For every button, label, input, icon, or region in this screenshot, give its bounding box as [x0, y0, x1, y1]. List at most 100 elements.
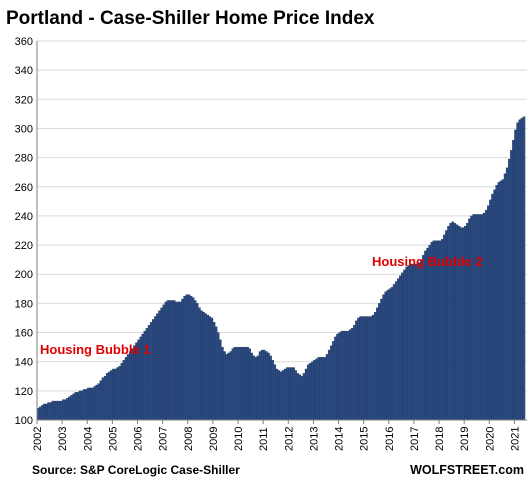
- bar: [164, 301, 168, 421]
- bar: [195, 303, 199, 421]
- bar: [265, 351, 268, 421]
- chart-title: Portland - Case-Shiller Home Price Index: [6, 8, 375, 29]
- bar: [118, 365, 122, 421]
- bar: [59, 400, 63, 421]
- bar: [394, 281, 398, 421]
- bar: [489, 199, 492, 421]
- bar: [108, 371, 111, 421]
- y-tick-label: 180: [15, 298, 33, 310]
- bar: [507, 158, 511, 421]
- bar: [99, 380, 103, 421]
- bar: [208, 316, 212, 421]
- bar: [480, 214, 484, 421]
- bar: [105, 373, 109, 421]
- bar: [518, 119, 522, 421]
- bar: [57, 400, 61, 421]
- bar: [200, 310, 203, 421]
- x-tick-label: 2018: [434, 427, 446, 451]
- bar: [93, 386, 96, 421]
- y-tick-label: 120: [15, 386, 33, 398]
- bar: [399, 275, 402, 421]
- x-tick-label: 2007: [158, 427, 170, 451]
- bar: [283, 368, 287, 421]
- bar: [221, 346, 224, 421]
- bar: [244, 346, 247, 421]
- y-axis-ticks: 100 120 140 160 180 200 220 240 260 280 300 320 340 3…: [15, 36, 33, 427]
- bar: [321, 357, 325, 421]
- bar: [338, 332, 341, 421]
- bar: [363, 316, 367, 421]
- bar: [315, 358, 318, 421]
- bar: [300, 376, 304, 421]
- bar: [332, 341, 335, 421]
- bar: [478, 214, 482, 421]
- bar: [172, 300, 176, 421]
- bar: [78, 390, 82, 421]
- y-tick-label: 160: [15, 328, 33, 340]
- x-tick-label: 2002: [32, 427, 44, 451]
- bar: [304, 368, 308, 421]
- bar: [392, 284, 396, 421]
- x-tick-label: 2017: [409, 427, 421, 451]
- bar: [491, 193, 494, 421]
- y-tick-label: 300: [15, 123, 33, 135]
- bar: [216, 332, 220, 421]
- bar: [493, 189, 496, 421]
- bar: [495, 185, 498, 421]
- bar: [229, 351, 233, 421]
- bar: [80, 390, 84, 421]
- bar: [420, 259, 423, 421]
- bar: [233, 346, 237, 421]
- bar: [267, 352, 270, 421]
- bar: [41, 405, 44, 421]
- bar: [330, 345, 333, 421]
- bar: [89, 387, 92, 421]
- bar: [262, 349, 266, 421]
- bar: [365, 316, 369, 421]
- bar: [522, 116, 526, 421]
- bar: [401, 272, 404, 421]
- bar: [154, 316, 157, 421]
- bar: [128, 351, 132, 421]
- annotation-housing-bubble-1: Housing Bubble 1: [40, 342, 151, 357]
- bar: [516, 122, 519, 421]
- bar: [112, 368, 115, 421]
- bar: [166, 300, 170, 421]
- bar: [212, 322, 216, 421]
- bar: [49, 402, 52, 421]
- bar: [120, 362, 124, 421]
- bar: [323, 357, 327, 421]
- bar: [95, 384, 99, 421]
- bar: [87, 387, 90, 421]
- bar: [497, 182, 501, 421]
- bar: [38, 406, 42, 421]
- bar: [388, 288, 392, 421]
- bar: [407, 265, 411, 421]
- x-tick-label: 2015: [359, 427, 371, 451]
- bar: [53, 400, 57, 421]
- bar: [131, 348, 134, 421]
- bar: [325, 354, 329, 421]
- bar: [311, 361, 314, 421]
- bar: [313, 360, 316, 421]
- x-tick-label: 2011: [258, 427, 270, 451]
- bar: [72, 393, 75, 421]
- bar: [187, 294, 191, 421]
- bar: [55, 400, 59, 421]
- bar: [206, 314, 210, 421]
- bar: [319, 357, 323, 421]
- bar: [162, 304, 166, 421]
- bar: [158, 310, 161, 421]
- bar: [514, 129, 517, 421]
- bar: [254, 357, 258, 421]
- bar: [361, 316, 364, 421]
- bar: [64, 399, 67, 421]
- bar: [357, 317, 360, 421]
- bar: [453, 223, 457, 421]
- bar: [512, 139, 515, 421]
- bar: [189, 295, 193, 421]
- bar: [382, 294, 385, 421]
- bar: [376, 307, 379, 421]
- bar: [231, 348, 235, 421]
- bar: [424, 250, 427, 421]
